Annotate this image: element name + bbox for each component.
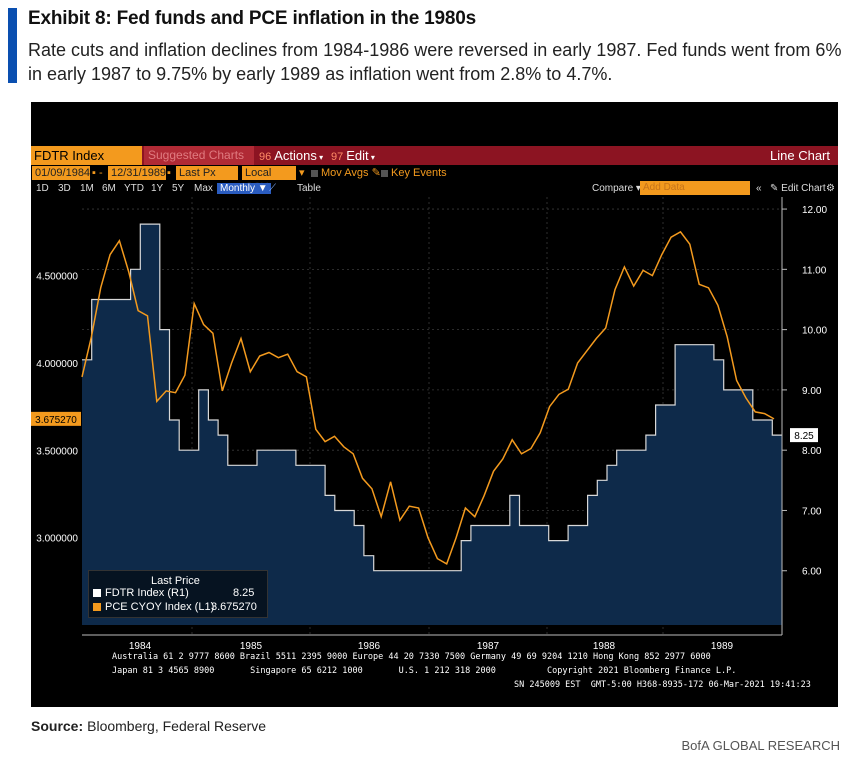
start-date-input[interactable]: 01/09/1984 xyxy=(32,166,90,180)
edit-label: Edit xyxy=(346,148,369,163)
exhibit-subtitle: Rate cuts and inflation declines from 19… xyxy=(28,40,842,84)
actions-menu[interactable]: 96 Actions ▾ xyxy=(259,148,324,163)
legend-title: Last Price xyxy=(151,575,200,587)
edit-number: 97 xyxy=(331,151,344,163)
exhibit-title: Exhibit 8: Fed funds and PCE inflation i… xyxy=(28,8,476,29)
terminal-footer-line1: Australia 61 2 9777 8600 Brazil 5511 239… xyxy=(112,652,711,662)
period-ytd[interactable]: YTD xyxy=(124,183,144,194)
end-date-input[interactable]: 12/31/1989 xyxy=(108,166,166,180)
suggested-charts-button[interactable]: Suggested Charts xyxy=(144,146,254,165)
calendar-icon[interactable]: ▪ xyxy=(167,167,171,179)
edit-chart-label: Edit Chart xyxy=(781,183,826,194)
source-label: Source: xyxy=(31,718,84,734)
frequency-select[interactable]: Monthly ▼ xyxy=(217,181,271,196)
legend-swatch-fdtr xyxy=(93,589,101,597)
period-1d[interactable]: 1D xyxy=(36,183,49,194)
legend-label-fdtr: FDTR Index (R1) xyxy=(105,587,189,599)
legend-swatch-pce xyxy=(93,603,101,611)
source-note: Source: Bloomberg, Federal Reserve xyxy=(31,718,266,734)
compare-menu[interactable]: Compare ▾ xyxy=(592,183,641,194)
legend-label-pce: PCE CYOY Index (L1) xyxy=(105,601,215,613)
add-data-input[interactable]: Add Data xyxy=(640,181,750,195)
period-max[interactable]: Max xyxy=(194,183,213,194)
period-1y[interactable]: 1Y xyxy=(151,183,164,194)
key-events-toggle[interactable]: Key Events xyxy=(381,166,447,181)
ticker-field[interactable]: FDTR Index xyxy=(31,146,142,165)
period-5y[interactable]: 5Y xyxy=(172,183,185,194)
line-chart-icon[interactable]: ⟋ xyxy=(269,183,276,194)
legend-value-pce: 3.675270 xyxy=(211,601,257,613)
terminal-footer-line3: SN 245009 EST GMT-5:00 H368-8935-172 06-… xyxy=(514,680,811,690)
chart-type-label: Line Chart xyxy=(770,148,830,163)
gear-icon[interactable]: ⚙ xyxy=(826,183,835,194)
accent-bar xyxy=(8,8,17,83)
period-3d[interactable]: 3D xyxy=(58,183,71,194)
legend-value-fdtr: 8.25 xyxy=(233,587,255,599)
source-text: Bloomberg, Federal Reserve xyxy=(87,718,267,734)
compare-label: Compare xyxy=(592,183,634,194)
terminal-footer-line2: Japan 81 3 4565 8900 Singapore 65 6212 1… xyxy=(112,666,737,676)
pencil-icon[interactable]: ✎ xyxy=(371,167,381,179)
date-separator: ▪ - xyxy=(92,167,103,179)
period-6m[interactable]: 6M xyxy=(102,183,116,194)
table-button[interactable]: Table xyxy=(297,183,321,194)
actions-number: 96 xyxy=(259,151,272,163)
period-1m[interactable]: 1M xyxy=(80,183,94,194)
edit-menu[interactable]: 97 Edit ▾ xyxy=(331,148,375,163)
currency-dropdown-icon[interactable]: ▾ xyxy=(299,167,305,179)
key-events-label: Key Events xyxy=(391,167,447,179)
currency-select[interactable]: Local CCY xyxy=(242,166,296,193)
actions-label: Actions xyxy=(274,148,317,163)
chart-legend: Last Price FDTR Index (R1) 8.25 PCE CYOY… xyxy=(88,570,268,618)
brand-label: BofA GLOBAL RESEARCH xyxy=(681,738,840,753)
frequency-label: Monthly xyxy=(220,183,256,194)
collapse-icon[interactable]: « xyxy=(756,183,762,194)
mov-avgs-toggle[interactable]: Mov Avgs ✎ xyxy=(311,166,381,181)
field-select[interactable]: Last Px xyxy=(176,166,238,180)
edit-chart-button[interactable]: ✎ Edit Chart xyxy=(770,183,826,194)
mov-avgs-label: Mov Avgs xyxy=(321,167,369,179)
